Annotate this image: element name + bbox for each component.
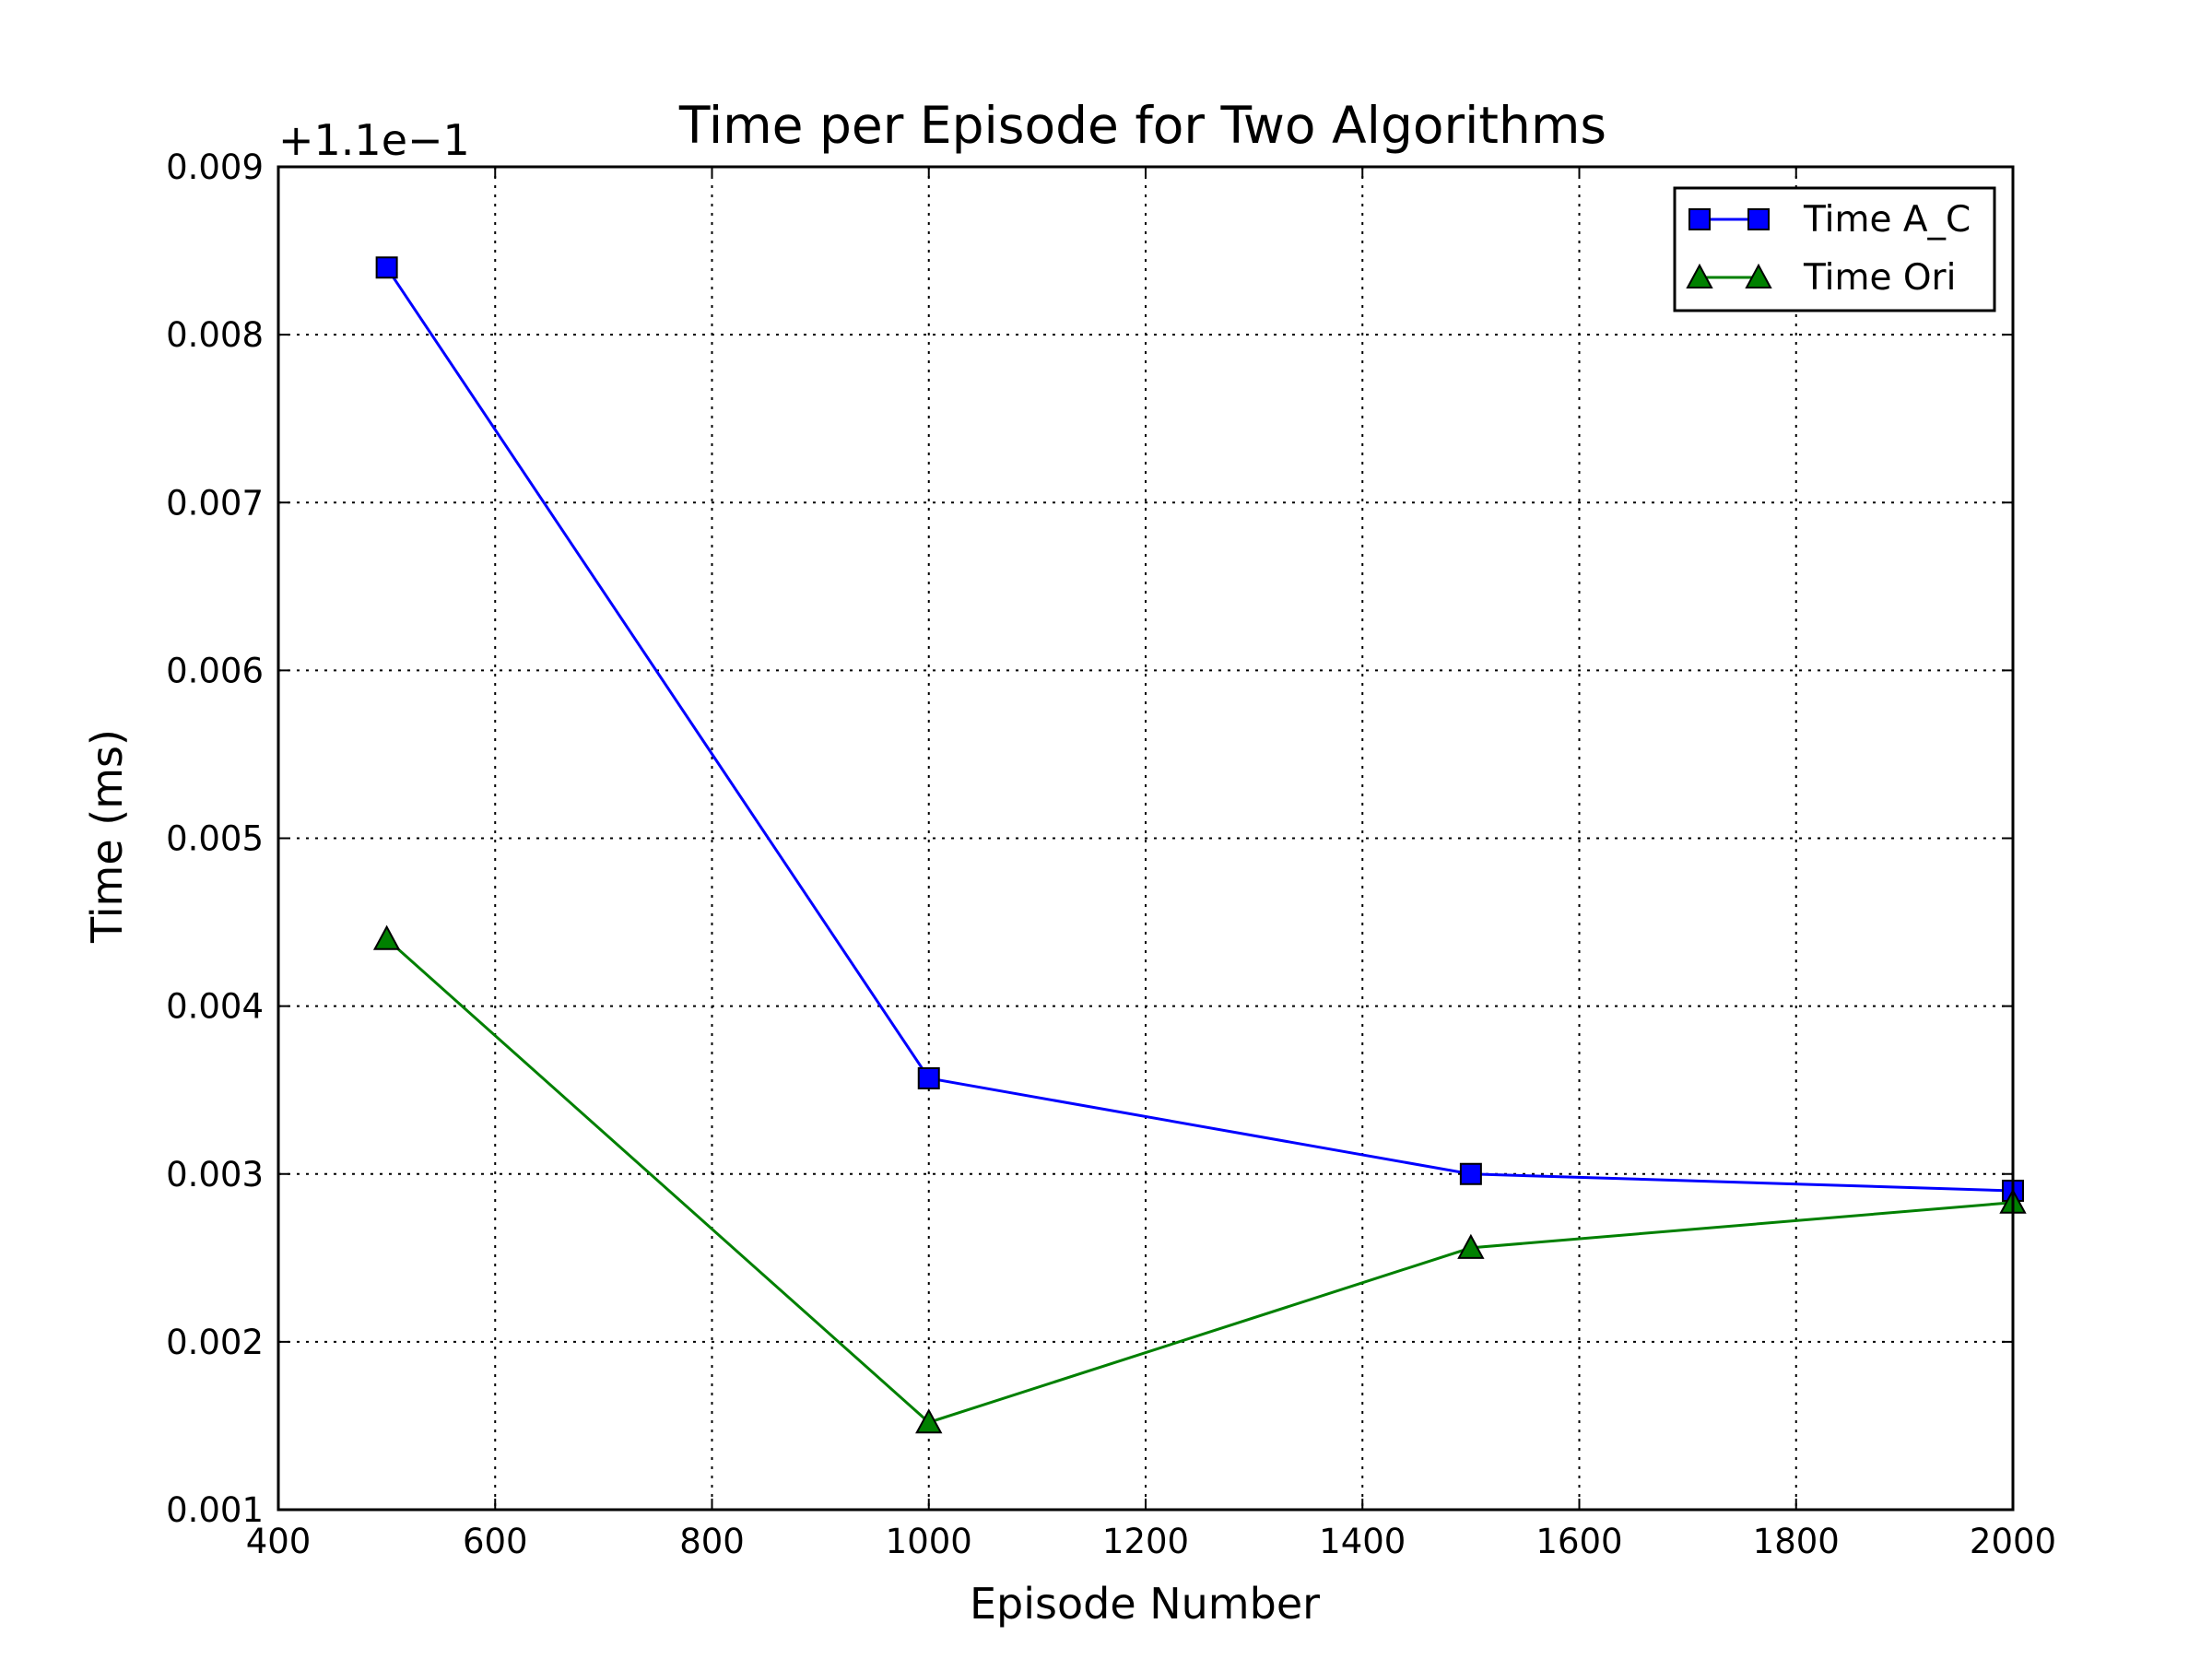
- x-axis-title: Episode Number: [970, 1579, 1320, 1629]
- legend-item: Time A_C: [1688, 199, 1971, 241]
- x-tick-label: 2000: [1970, 1522, 2056, 1561]
- legend-marker: [1688, 208, 1711, 230]
- chart-title: Time per Episode for Two Algorithms: [678, 96, 1606, 155]
- series-line: [385, 266, 2014, 1193]
- legend-label: Time A_C: [1803, 199, 1971, 241]
- series-line: [385, 937, 2014, 1424]
- x-tick-label: 600: [463, 1522, 528, 1561]
- y-tick-label: 0.007: [166, 483, 264, 523]
- x-tick-label: 1000: [886, 1522, 972, 1561]
- y-tick-label: 0.002: [166, 1323, 264, 1362]
- plot-series: [372, 256, 2027, 1434]
- legend-box: [1673, 186, 1996, 312]
- legend-marker: [1686, 263, 1713, 288]
- x-tick-labels: 400 600 800 1000 1200 1400 1600 1800 2000: [246, 1522, 2056, 1561]
- y-tick-label: 0.009: [166, 147, 264, 187]
- y-tick-label: 0.001: [166, 1490, 264, 1530]
- data-point: [1459, 1162, 1482, 1185]
- data-point: [1457, 1233, 1485, 1259]
- x-tick-label: 1400: [1319, 1522, 1406, 1561]
- y-axis-title: Time (ms): [82, 729, 132, 944]
- x-tick-label: 800: [679, 1522, 745, 1561]
- y-axis-offset-label: +1.1e−1: [278, 115, 470, 165]
- series-time-a-c: [375, 256, 2024, 1202]
- y-tick-label: 0.003: [166, 1155, 264, 1194]
- series-time-ori: [372, 924, 2027, 1434]
- x-tick-label: 400: [246, 1522, 312, 1561]
- data-point: [915, 1408, 943, 1434]
- legend: Time A_C Time Ori: [1673, 186, 1996, 312]
- y-tick-label: 0.004: [166, 987, 264, 1027]
- data-point: [917, 1066, 940, 1089]
- y-tick-label: 0.005: [166, 819, 264, 859]
- y-tick-label: 0.008: [166, 315, 264, 355]
- y-tick-labels: 0.001 0.002 0.003 0.004 0.005 0.006 0.007 0.008…: [166, 147, 264, 1530]
- axis-ticks: [277, 166, 2014, 1511]
- x-tick-label: 1600: [1535, 1522, 1622, 1561]
- data-point: [375, 256, 398, 279]
- grid: [278, 167, 2013, 1510]
- data-point: [372, 924, 401, 950]
- y-tick-label: 0.006: [166, 651, 264, 690]
- legend-label: Time Ori: [1803, 257, 1956, 299]
- legend-marker: [1747, 208, 1770, 230]
- legend-item: Time Ori: [1686, 257, 1956, 299]
- legend-marker: [1745, 263, 1772, 288]
- x-tick-label: 1800: [1753, 1522, 1840, 1561]
- x-tick-label: 1200: [1102, 1522, 1189, 1561]
